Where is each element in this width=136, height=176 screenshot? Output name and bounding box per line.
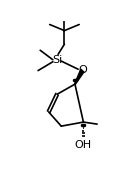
Text: Si: Si <box>52 55 62 65</box>
Polygon shape <box>75 69 84 84</box>
Text: O: O <box>78 65 87 75</box>
Text: OH: OH <box>75 140 92 150</box>
